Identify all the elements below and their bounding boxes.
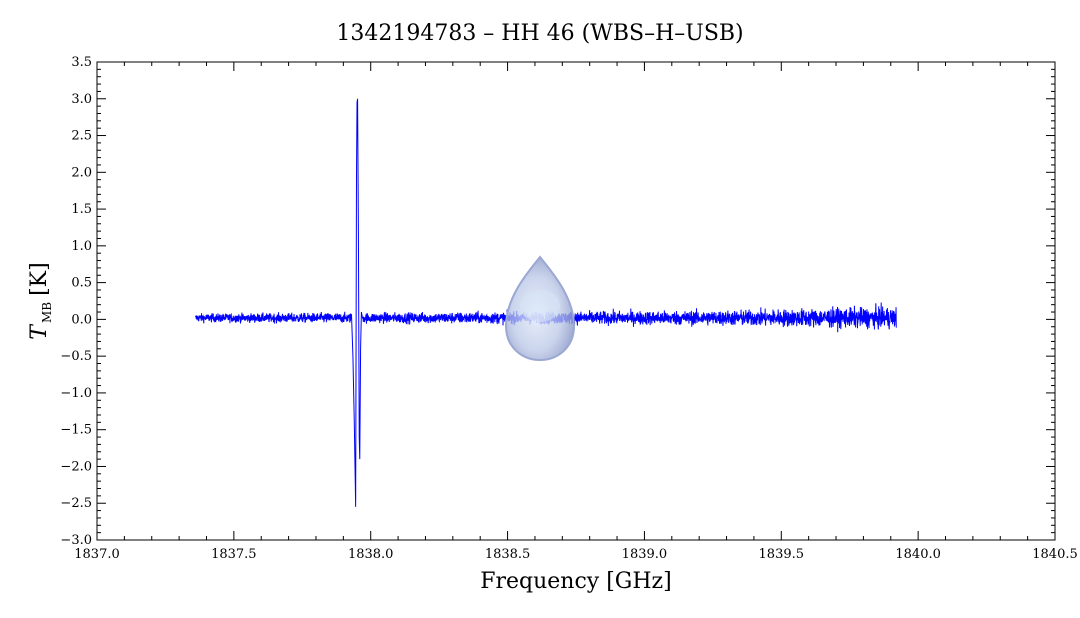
x-tick-label: 1838.5	[485, 547, 531, 562]
x-tick-label: 1837.0	[74, 547, 120, 562]
y-axis-label-sub: MB	[40, 302, 54, 323]
x-tick-label: 1839.5	[759, 547, 805, 562]
x-tick-label: 1838.0	[348, 547, 394, 562]
y-tick-label: −1.0	[60, 386, 92, 401]
chart-title: 1342194783 – HH 46 (WBS–H–USB)	[336, 21, 743, 46]
y-tick-label: 3.5	[71, 55, 92, 70]
y-tick-label: −1.5	[60, 423, 92, 438]
y-tick-label: −0.5	[60, 349, 92, 364]
y-tick-label: 3.0	[71, 92, 92, 107]
plot-area	[96, 61, 1056, 541]
y-axis-label-unit: [K]	[27, 262, 52, 296]
x-tick-label: 1840.0	[895, 547, 941, 562]
svg-text:TMB[K]: TMB [K]	[27, 262, 54, 339]
y-tick-label: −2.0	[60, 459, 92, 474]
y-axis-label: TMB [K]	[27, 262, 54, 339]
x-tick-label: 1837.5	[211, 547, 257, 562]
y-tick-label: 0.0	[71, 312, 92, 327]
plot-frame	[96, 61, 1056, 541]
x-axis-label: Frequency [GHz]	[480, 569, 672, 594]
y-tick-label: 1.5	[71, 202, 92, 217]
y-tick-label: 0.5	[71, 276, 92, 291]
y-tick-label: 1.0	[71, 239, 92, 254]
y-tick-label: 2.5	[71, 129, 92, 144]
y-axis-label-main: T	[27, 323, 52, 340]
x-tick-label: 1839.0	[622, 547, 668, 562]
y-axis: −3.0 −2.5 −2.0 −1.5 −1.0 −0.5 0.0 0.5 1.0 1.5 2.0 2…	[60, 55, 1055, 548]
y-tick-label: 2.0	[71, 165, 92, 180]
x-tick-label: 1840.5	[1032, 547, 1078, 562]
watermark-drop-icon	[504, 255, 576, 362]
y-tick-label: −3.0	[60, 533, 92, 548]
y-tick-label: −2.5	[60, 496, 92, 511]
x-axis: 1837.0 1837.5 1838.0 1838.5 1839.0 1839.5 1840…	[74, 62, 1078, 562]
